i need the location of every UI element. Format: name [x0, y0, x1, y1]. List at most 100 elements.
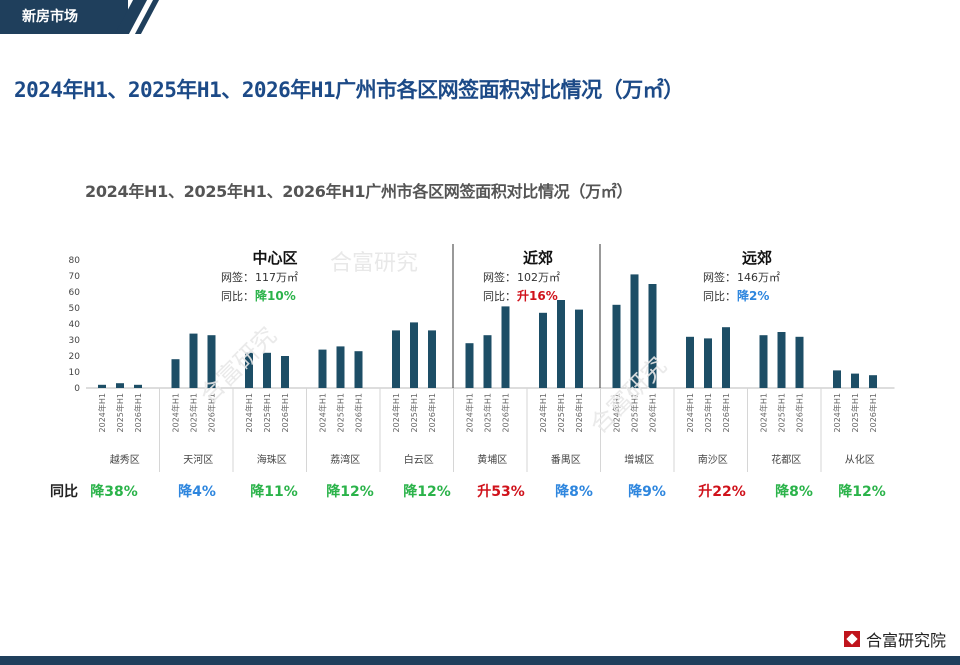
yoy-value: 升53%	[477, 483, 525, 500]
x-tick-label: 2026年H1	[501, 393, 511, 432]
yoy-value: 降12%	[838, 483, 886, 500]
bar-从化区-1	[851, 373, 859, 388]
district-label: 白云区	[404, 453, 434, 466]
bar-黄埔区-0	[465, 343, 474, 388]
x-tick-label: 2024年H1	[318, 393, 328, 432]
group-sign-value: 146万㎡	[737, 271, 780, 284]
x-tick-label: 2025年H1	[189, 393, 199, 432]
y-tick-label: 20	[69, 352, 81, 362]
brand-logo: 合富研究院	[843, 627, 946, 651]
x-tick-label: 2025年H1	[703, 393, 713, 432]
x-tick-label: 2024年H1	[612, 393, 622, 432]
bar-番禺区-1	[557, 300, 565, 388]
bar-花都区-0	[759, 335, 768, 388]
x-tick-label: 2025年H1	[115, 393, 125, 432]
group-sign-label: 网签：	[703, 270, 736, 284]
district-label: 黄埔区	[477, 453, 507, 466]
y-tick-label: 50	[69, 304, 81, 314]
x-tick-label: 2025年H1	[850, 393, 860, 432]
x-tick-label: 2026年H1	[280, 393, 290, 432]
x-tick-label: 2026年H1	[868, 393, 878, 432]
yoy-value: 降11%	[250, 483, 298, 500]
district-label: 增城区	[624, 453, 654, 466]
group-yoy-value: 降10%	[255, 288, 296, 303]
bar-增城区-2	[648, 284, 657, 388]
bar-从化区-2	[869, 375, 877, 388]
x-tick-label: 2025年H1	[409, 393, 419, 432]
bar-海珠区-1	[263, 352, 271, 388]
bar-增城区-1	[630, 274, 639, 388]
x-tick-label: 2024年H1	[538, 393, 548, 432]
slide-title: 2024年H1、2025年H1、2026年H1广州市各区网签面积对比情况（万㎡）	[14, 78, 684, 102]
bar-天河区-2	[207, 335, 216, 388]
group-yoy-value: 升16%	[517, 288, 558, 303]
x-tick-label: 2026年H1	[795, 393, 805, 432]
bar-从化区-0	[833, 370, 841, 388]
yoy-value: 降38%	[90, 483, 138, 500]
x-tick-label: 2024年H1	[171, 393, 181, 432]
x-tick-label: 2026年H1	[721, 393, 731, 432]
yoy-value: 降4%	[178, 483, 216, 500]
x-tick-label: 2026年H1	[427, 393, 437, 432]
group-title: 中心区	[252, 249, 297, 267]
district-label: 南沙区	[698, 453, 728, 466]
x-tick-label: 2025年H1	[630, 393, 640, 432]
group-title: 远郊	[742, 249, 772, 267]
yoy-value: 升22%	[698, 483, 746, 500]
x-tick-label: 2024年H1	[244, 393, 254, 432]
district-label: 天河区	[183, 454, 213, 466]
x-tick-label: 2026年H1	[574, 393, 584, 432]
group-sign-label: 网签：	[221, 270, 254, 284]
x-tick-label: 2025年H1	[777, 393, 787, 432]
x-tick-label: 2024年H1	[465, 393, 475, 432]
y-tick-label: 10	[69, 368, 81, 378]
x-tick-label: 2026年H1	[354, 393, 364, 432]
bar-黄埔区-1	[483, 335, 492, 388]
x-tick-label: 2026年H1	[648, 393, 658, 432]
bottom-bar	[0, 656, 960, 665]
brand-mark-icon	[843, 631, 860, 647]
x-tick-label: 2025年H1	[336, 393, 346, 432]
y-tick-label: 80	[69, 256, 81, 266]
x-tick-label: 2025年H1	[556, 393, 566, 432]
group-title: 近郊	[523, 249, 553, 267]
bar-荔湾区-2	[354, 351, 363, 388]
group-sign-value: 117万㎡	[255, 271, 298, 284]
x-tick-label: 2024年H1	[832, 393, 842, 432]
x-tick-label: 2025年H1	[483, 393, 493, 432]
bar-黄埔区-2	[501, 306, 510, 388]
bar-白云区-2	[428, 330, 436, 388]
bar-越秀区-2	[134, 384, 142, 388]
watermark: 合富研究	[584, 352, 672, 440]
bar-花都区-2	[795, 336, 804, 388]
bar-增城区-0	[612, 304, 621, 388]
y-tick-label: 70	[69, 272, 81, 282]
watermark: 合富研究	[330, 251, 418, 276]
district-label: 越秀区	[110, 453, 140, 466]
yoy-value: 降12%	[403, 483, 451, 500]
bar-天河区-0	[171, 359, 180, 388]
bar-天河区-1	[189, 333, 198, 388]
bar-南沙区-2	[722, 327, 730, 388]
bar-番禺区-2	[575, 309, 583, 388]
yoy-value: 降9%	[628, 483, 666, 500]
group-yoy-label: 同比：	[703, 290, 736, 303]
group-sign-value: 102万㎡	[517, 271, 560, 284]
yoy-value: 降8%	[775, 483, 813, 500]
bar-荔湾区-0	[318, 349, 327, 388]
bar-南沙区-0	[686, 336, 694, 388]
district-label: 番禺区	[551, 454, 581, 466]
bar-chart: 0 10 20 30 40 50 60 70 80 2024年H1 2025年H1 2026年H1 越秀…	[50, 244, 895, 500]
district-label: 花都区	[771, 453, 801, 466]
x-tick-label: 2026年H1	[207, 393, 217, 432]
x-tick-label: 2024年H1	[391, 393, 401, 432]
bar-海珠区-2	[281, 356, 289, 388]
x-tick-label: 2024年H1	[97, 393, 107, 432]
bar-白云区-0	[392, 330, 400, 388]
bar-越秀区-1	[116, 383, 124, 388]
bar-越秀区-0	[98, 384, 106, 388]
district-label: 海珠区	[257, 453, 287, 466]
brand-name: 合富研究院	[865, 631, 946, 650]
group-yoy-label: 同比：	[221, 290, 254, 303]
yoy-value: 降8%	[555, 483, 593, 500]
